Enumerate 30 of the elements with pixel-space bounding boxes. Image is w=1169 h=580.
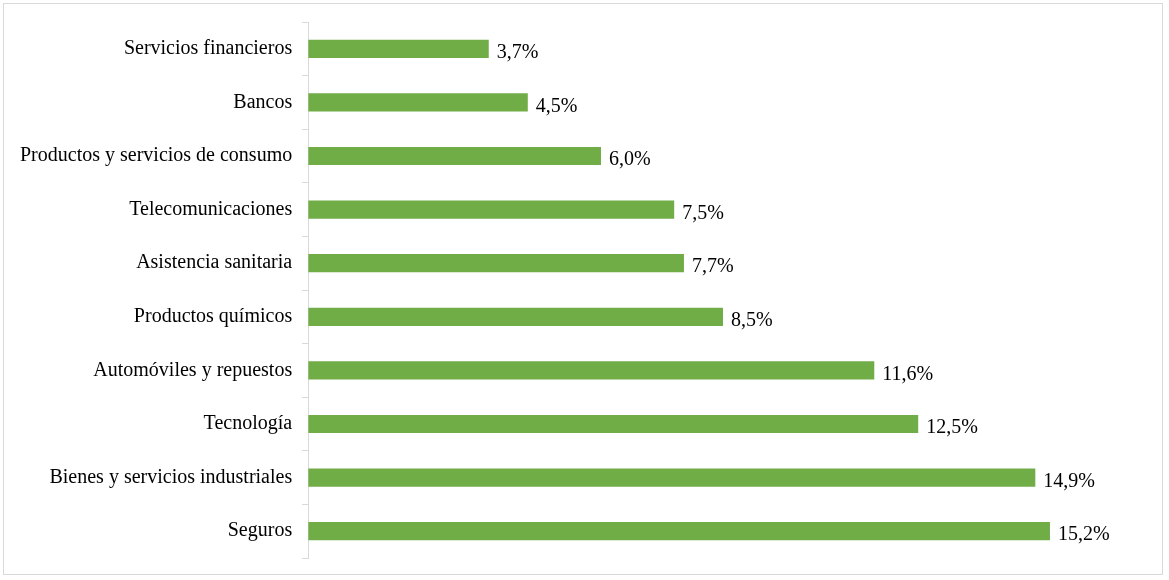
bar	[308, 93, 528, 112]
data-label: 7,7%	[691, 254, 734, 277]
y-tick-label: Seguros	[227, 518, 293, 542]
data-label: 11,6%	[882, 361, 934, 384]
bar	[308, 468, 1036, 487]
data-label: 3,7%	[496, 40, 539, 63]
bar	[308, 361, 875, 380]
bar	[308, 522, 1050, 541]
data-label: 12,5%	[926, 415, 978, 438]
y-tick-label: Automóviles y repuestos	[93, 357, 293, 381]
data-label: 4,5%	[535, 93, 578, 116]
y-tick-label: Servicios financieros	[123, 36, 293, 59]
y-tick-label: Productos químicos	[133, 304, 293, 328]
y-tick-label: Bancos	[233, 89, 293, 112]
data-label: 6,0%	[608, 147, 651, 170]
bar	[308, 39, 489, 58]
y-tick-label: Asistencia sanitaria	[136, 250, 293, 273]
y-tick-label: Productos y servicios de consumo	[20, 143, 293, 167]
y-tick-label: Bienes y servicios industriales	[49, 464, 293, 488]
bar	[308, 254, 684, 273]
data-label: 14,9%	[1043, 468, 1095, 491]
bar	[308, 307, 723, 326]
data-label: 8,5%	[730, 308, 773, 331]
y-tick-label: Tecnología	[203, 411, 293, 435]
data-label: 15,2%	[1057, 522, 1110, 545]
y-tick-label: Telecomunicaciones	[129, 196, 293, 219]
data-label: 7,5%	[682, 200, 724, 223]
bar	[308, 146, 601, 166]
bar	[308, 200, 675, 219]
bar	[308, 414, 919, 434]
